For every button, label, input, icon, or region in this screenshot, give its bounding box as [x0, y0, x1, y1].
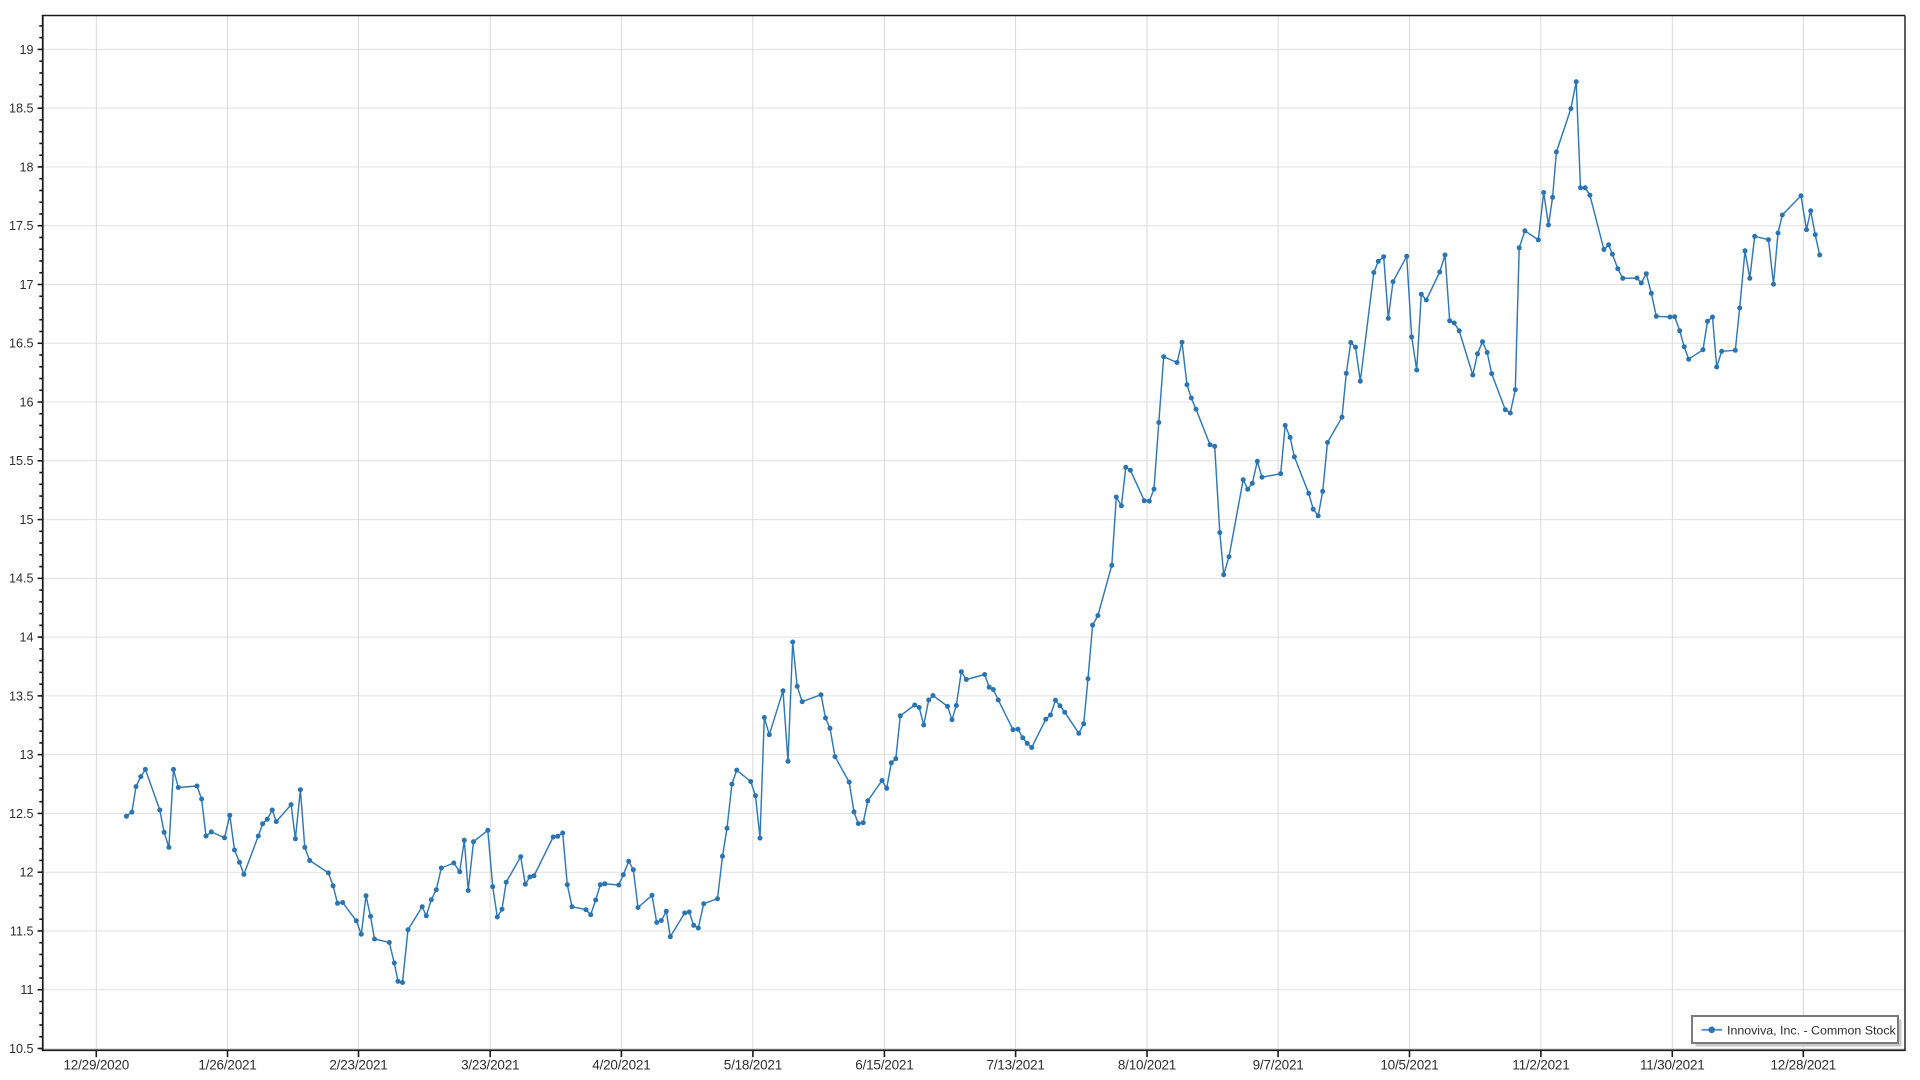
svg-text:3/23/2021: 3/23/2021 — [461, 1058, 519, 1073]
svg-text:12.5: 12.5 — [9, 807, 34, 821]
svg-text:10.5: 10.5 — [9, 1042, 34, 1056]
svg-text:18: 18 — [19, 160, 33, 174]
svg-text:11/30/2021: 11/30/2021 — [1640, 1058, 1705, 1073]
svg-text:16.5: 16.5 — [9, 337, 34, 351]
svg-text:19: 19 — [19, 43, 33, 57]
svg-text:17.5: 17.5 — [9, 219, 34, 233]
svg-text:14: 14 — [19, 631, 33, 645]
svg-text:18.5: 18.5 — [9, 102, 34, 116]
svg-text:16: 16 — [19, 395, 33, 409]
svg-text:17: 17 — [19, 278, 33, 292]
svg-text:12/28/2021: 12/28/2021 — [1771, 1058, 1837, 1073]
svg-text:10/5/2021: 10/5/2021 — [1380, 1058, 1438, 1073]
svg-text:14.5: 14.5 — [9, 572, 34, 586]
svg-text:2/23/2021: 2/23/2021 — [329, 1058, 387, 1073]
svg-text:4/20/2021: 4/20/2021 — [592, 1058, 650, 1073]
svg-text:8/10/2021: 8/10/2021 — [1118, 1058, 1176, 1073]
svg-text:5/18/2021: 5/18/2021 — [724, 1058, 782, 1073]
svg-text:11.5: 11.5 — [10, 924, 34, 938]
svg-text:12: 12 — [19, 866, 33, 880]
svg-text:15.5: 15.5 — [9, 454, 34, 468]
svg-text:Innoviva, Inc. - Common Stock: Innoviva, Inc. - Common Stock — [1727, 1023, 1897, 1037]
svg-text:13.5: 13.5 — [9, 689, 34, 703]
svg-text:7/13/2021: 7/13/2021 — [986, 1058, 1044, 1073]
svg-text:12/29/2020: 12/29/2020 — [64, 1058, 130, 1073]
svg-text:11: 11 — [20, 983, 33, 997]
svg-text:6/15/2021: 6/15/2021 — [855, 1058, 913, 1073]
svg-text:1/26/2021: 1/26/2021 — [198, 1058, 256, 1073]
svg-text:9/7/2021: 9/7/2021 — [1253, 1058, 1304, 1073]
svg-text:15: 15 — [19, 513, 33, 527]
svg-text:13: 13 — [19, 748, 33, 762]
svg-text:11/2/2021: 11/2/2021 — [1512, 1058, 1569, 1073]
